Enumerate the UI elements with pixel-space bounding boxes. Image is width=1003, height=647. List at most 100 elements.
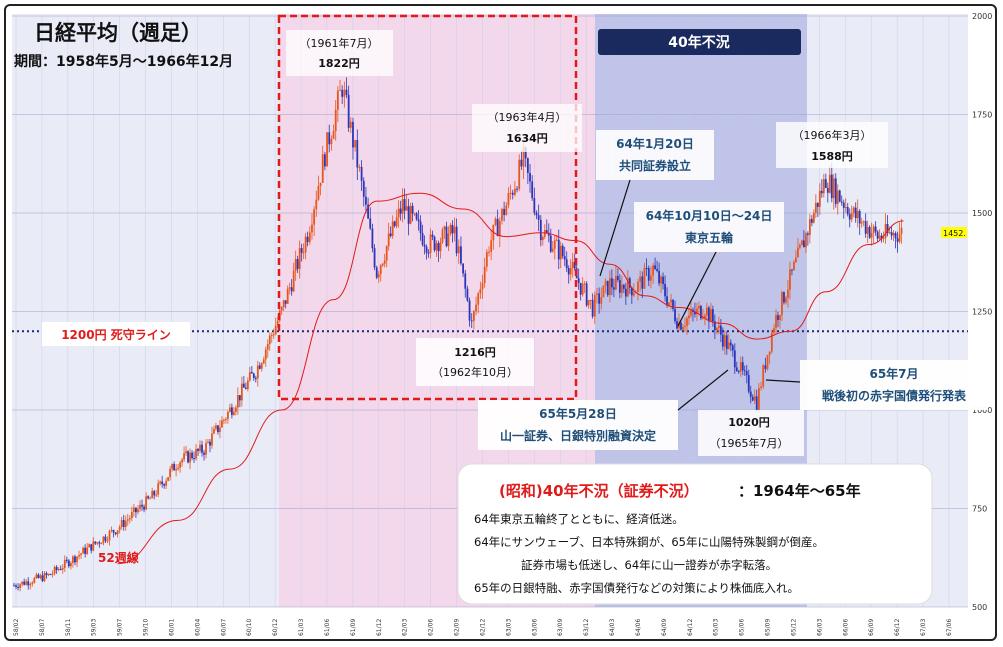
- candle-up: [266, 344, 269, 350]
- candle-up: [381, 263, 384, 266]
- yamaichi-box: [478, 400, 678, 450]
- candle-up: [339, 89, 341, 91]
- x-tick-label: 63/09: [557, 619, 564, 636]
- candle-up: [215, 425, 217, 429]
- candle-down: [356, 139, 359, 168]
- candle-down: [846, 207, 849, 215]
- candle-down: [254, 378, 257, 380]
- y-tick-label: 1750: [972, 111, 992, 120]
- x-tick-label: 64/06: [635, 619, 642, 636]
- candle-up: [358, 167, 361, 169]
- summary-box: [457, 463, 933, 605]
- candle-down: [747, 375, 750, 392]
- candle-up: [25, 581, 28, 585]
- candle-up: [332, 131, 335, 139]
- x-tick-label: 61/09: [350, 619, 357, 636]
- candle-up: [130, 511, 133, 519]
- candle-up: [401, 199, 404, 214]
- candle-up: [272, 334, 275, 336]
- candle-up: [80, 553, 82, 556]
- candle-up: [47, 574, 50, 576]
- candle-up: [650, 275, 652, 281]
- candle-down: [141, 504, 143, 507]
- candle-up: [569, 268, 572, 275]
- candle-up: [116, 530, 119, 535]
- candle-down: [545, 230, 548, 233]
- candle-down: [624, 288, 627, 297]
- candle-down: [824, 179, 827, 188]
- candle-up: [639, 276, 642, 282]
- candle-down: [203, 452, 205, 455]
- candle-down: [431, 234, 434, 237]
- candle-up: [688, 315, 690, 319]
- candle-up: [53, 567, 56, 574]
- candle-down: [153, 491, 156, 496]
- candle-up: [391, 221, 394, 237]
- candle-up: [872, 226, 875, 234]
- candle-up: [668, 302, 670, 306]
- candle-down: [74, 556, 76, 563]
- candle-up: [682, 326, 684, 330]
- candle-down: [112, 530, 115, 533]
- candle-down: [511, 192, 514, 195]
- candle-down: [834, 178, 837, 204]
- candle-up: [137, 509, 139, 513]
- candle-down: [460, 246, 462, 264]
- candle-down: [751, 396, 754, 401]
- olympics-event: 東京五輪: [685, 230, 734, 245]
- candle-up: [799, 245, 801, 248]
- candle-up: [447, 233, 450, 247]
- candle-up: [157, 483, 160, 495]
- candle-down: [360, 167, 363, 181]
- candle-up: [240, 383, 243, 401]
- x-tick-label: 58/02: [13, 619, 20, 636]
- candle-down: [300, 248, 303, 253]
- x-axis-ticks: 58/02 58/07 58/11 59/03 59/07 59/10 60/01 60/04…: [13, 619, 953, 636]
- chart-frame: 2000 1750 1500 1250 1000 750 500 58/02 58/07 58/…: [4, 4, 997, 641]
- candle-up: [551, 248, 554, 252]
- candle-up: [326, 132, 328, 167]
- candle-up: [477, 293, 480, 305]
- candle-down: [674, 308, 676, 322]
- x-tick-label: 63/12: [583, 619, 590, 636]
- yamaichi-arrow: [677, 369, 729, 411]
- candle-down: [612, 287, 615, 290]
- candle-down: [676, 321, 678, 329]
- candle-up: [702, 317, 704, 319]
- candle-up: [789, 269, 791, 290]
- candle-down: [17, 586, 19, 588]
- olympics-arrow: [677, 251, 717, 327]
- candle-down: [565, 259, 568, 269]
- x-tick-label: 67/03: [920, 619, 927, 636]
- x-tick-label: 65/06: [739, 619, 746, 636]
- candle-up: [479, 289, 482, 294]
- candle-up: [670, 299, 672, 303]
- candle-up: [43, 573, 46, 582]
- candle-down: [371, 228, 374, 249]
- summary-line-2: 64年にサンウェーブ、日本特殊鋼が、65年に山陽特殊製鋼が倒産。: [474, 535, 824, 549]
- x-tick-label: 58/07: [39, 619, 46, 636]
- candle-down: [672, 299, 674, 309]
- high-1961-date: （1961年7月）: [300, 36, 379, 50]
- candle-up: [349, 121, 352, 128]
- candle-up: [270, 334, 273, 336]
- candle-up: [637, 281, 639, 293]
- y-axis-ticks: 2000 1750 1500 1250 1000 750 500: [972, 12, 992, 612]
- candle-down: [417, 219, 420, 222]
- candle-up: [96, 542, 99, 544]
- candle-up: [315, 199, 318, 210]
- candle-up: [775, 315, 777, 329]
- candle-down: [864, 221, 867, 234]
- candle-down: [611, 278, 613, 288]
- candle-up: [167, 477, 170, 481]
- candle-down: [820, 190, 823, 194]
- candle-up: [171, 464, 174, 469]
- candle-down: [848, 214, 851, 220]
- candle-up: [760, 386, 762, 388]
- candle-down: [842, 202, 845, 208]
- candle-down: [250, 372, 253, 374]
- y-tick-label: 1500: [972, 209, 992, 218]
- deficit-bond-event: 戦後初の赤字国債発行発表: [822, 388, 967, 403]
- candle-up: [862, 221, 865, 223]
- candle-down: [713, 321, 716, 331]
